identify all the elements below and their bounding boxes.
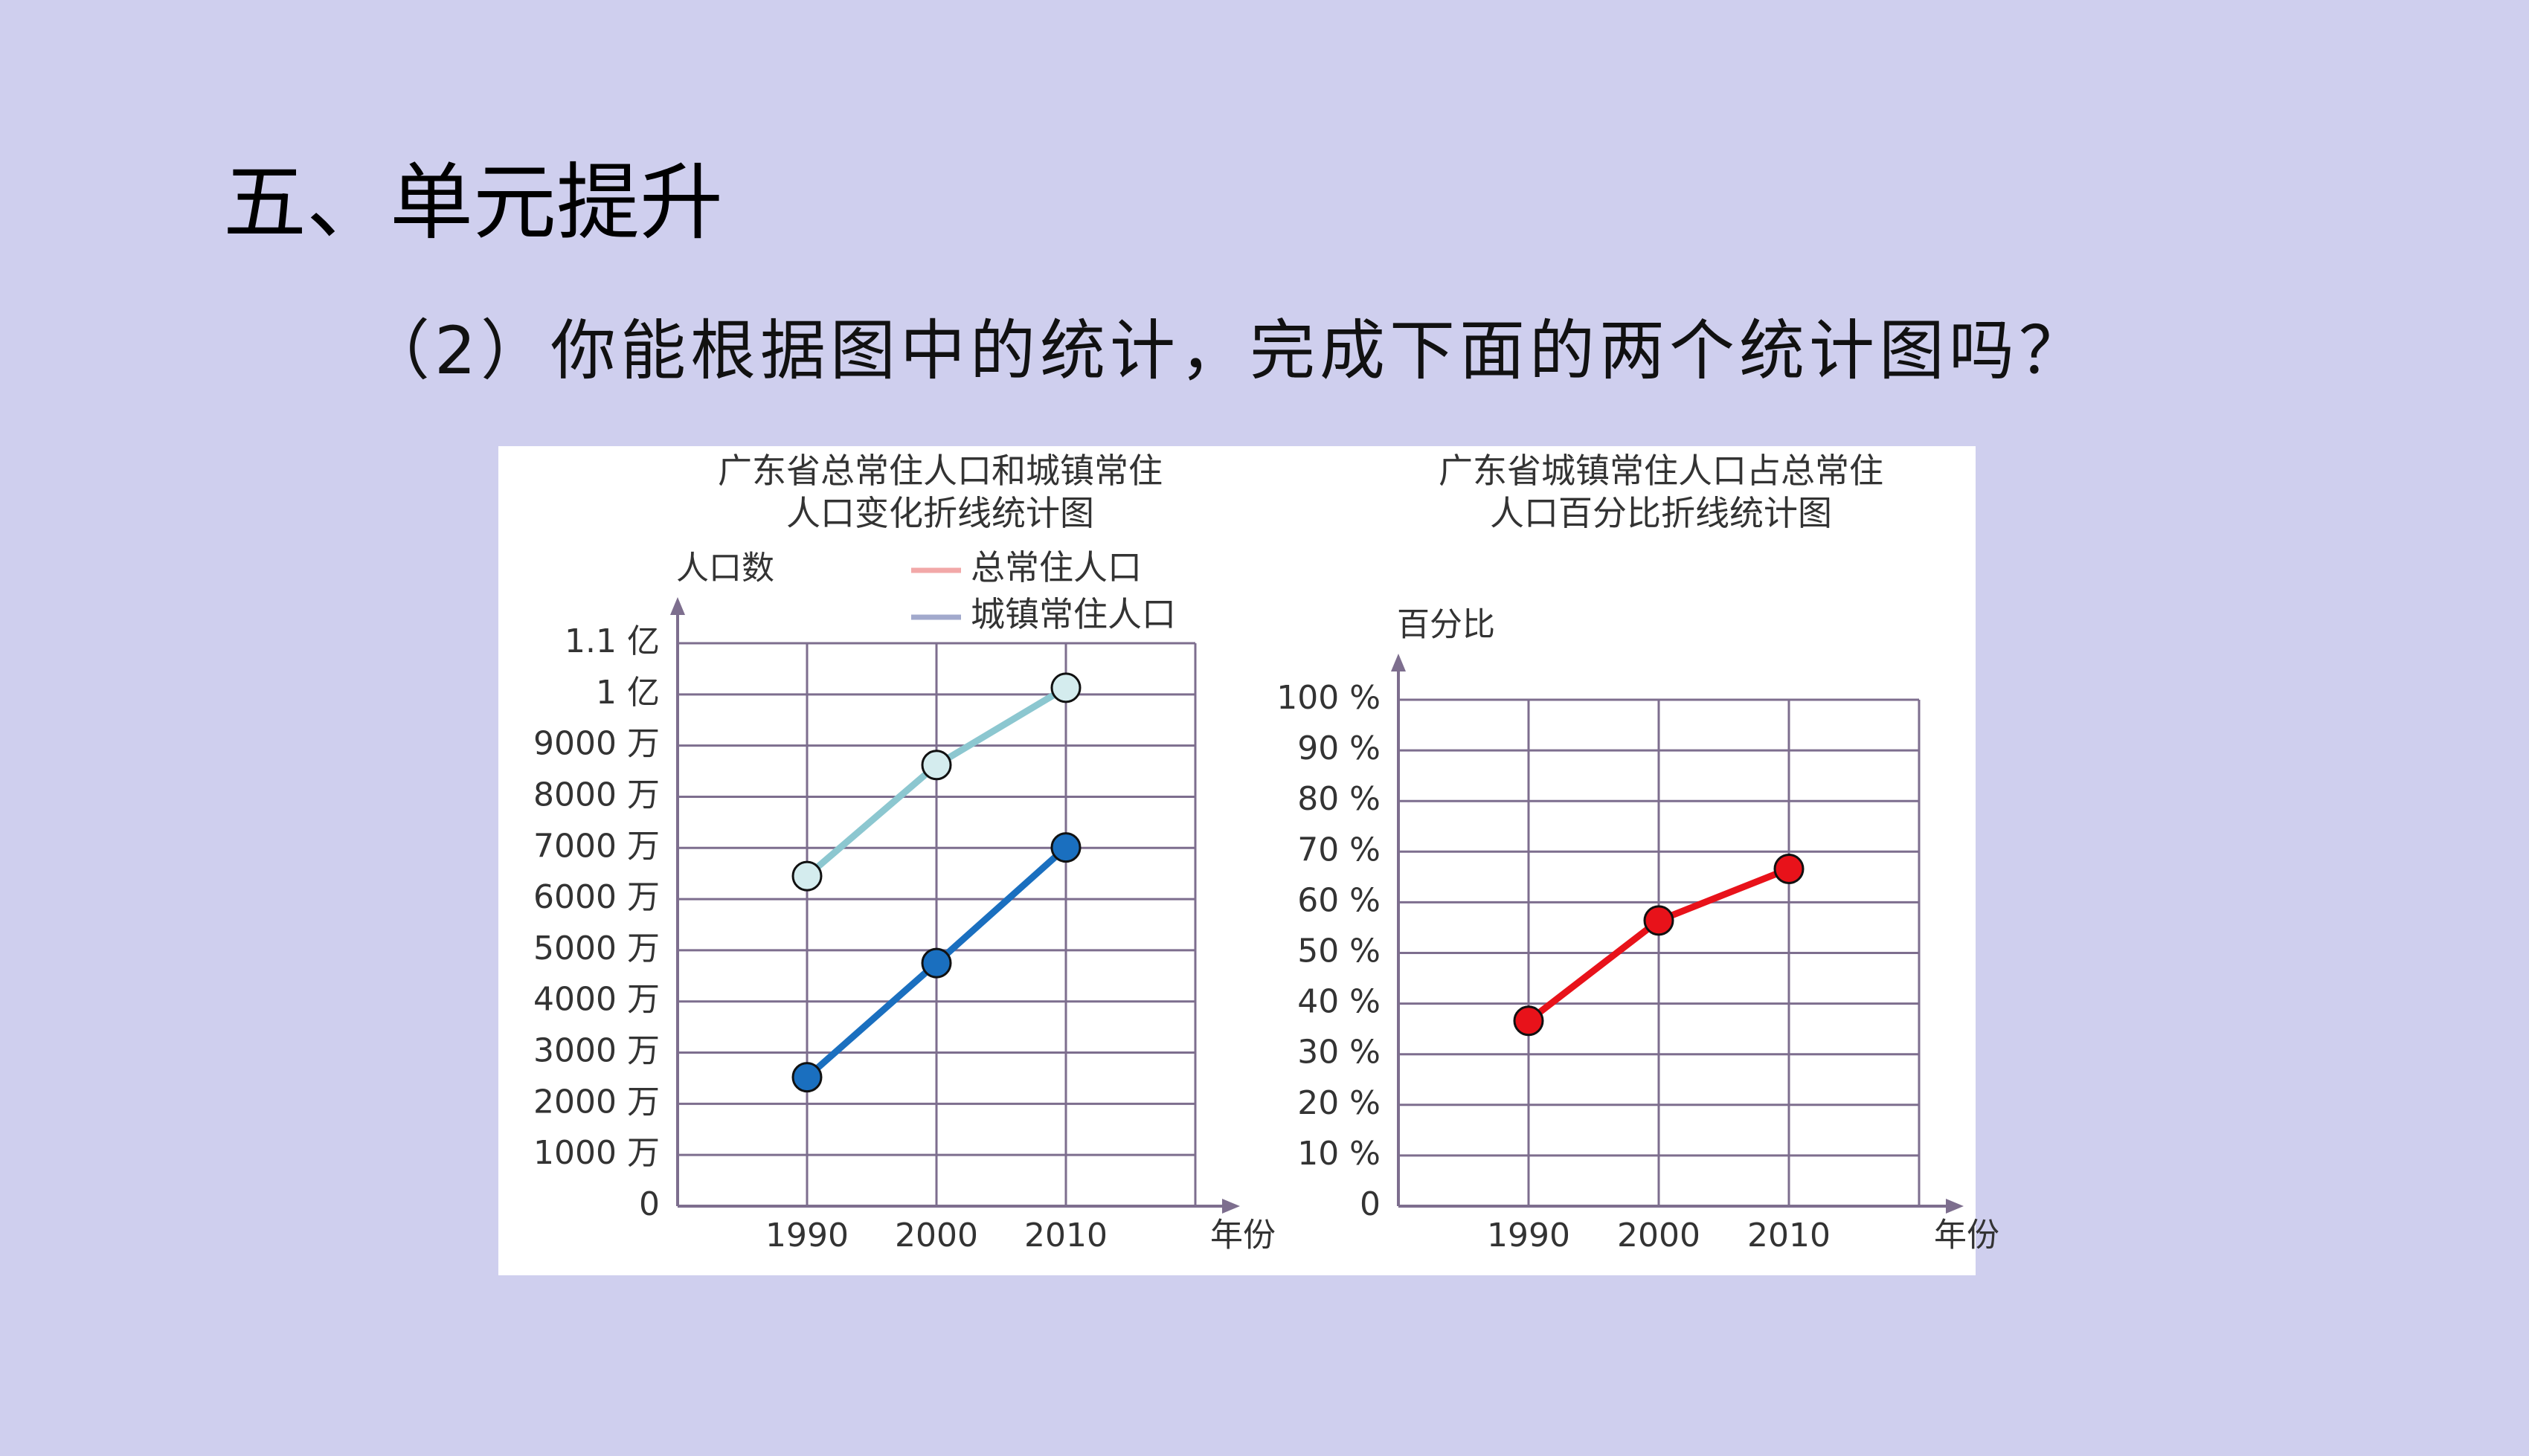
- data-point: [921, 750, 952, 781]
- y-tick-label: 1 亿: [596, 674, 660, 712]
- axis-arrow: [1946, 1199, 1964, 1214]
- data-point: [1050, 832, 1082, 863]
- y-tick-label: 1000 万: [533, 1134, 660, 1172]
- axis-arrow: [670, 597, 685, 615]
- y-tick-label: 6000 万: [533, 878, 660, 916]
- y-tick-label: 0: [639, 1185, 660, 1223]
- chart-title: 广东省城镇常住人口占总常住: [1439, 451, 1883, 491]
- x-tick-label: 2000: [1617, 1217, 1700, 1254]
- heading: 五、单元提升: [223, 155, 723, 251]
- y-tick-label: 90 %: [1297, 729, 1381, 767]
- question: （2）你能根据图中的统计，完成下面的两个统计图吗？: [364, 312, 2089, 389]
- y-tick-label: 7000 万: [533, 827, 660, 865]
- y-tick-label: 60 %: [1297, 881, 1381, 919]
- y-axis-label: 人口数: [676, 550, 774, 587]
- axis-arrow: [1391, 654, 1406, 671]
- y-tick-label: 0: [1360, 1185, 1381, 1223]
- chart-panel: [498, 446, 1976, 1275]
- data-point: [921, 947, 952, 979]
- y-tick-label: 1.1 亿: [565, 622, 660, 660]
- y-tick-label: 4000 万: [533, 981, 660, 1019]
- data-point: [1773, 853, 1805, 884]
- y-tick-label: 40 %: [1297, 983, 1381, 1021]
- data-point: [791, 1062, 823, 1093]
- x-axis-label: 年份: [1934, 1217, 1999, 1254]
- legend-label: 城镇常住人口: [971, 594, 1176, 634]
- legend-label: 总常住人口: [971, 547, 1142, 587]
- y-tick-label: 2000 万: [533, 1083, 660, 1121]
- y-tick-label: 80 %: [1297, 780, 1381, 818]
- chart-title: 人口变化折线统计图: [786, 493, 1094, 533]
- y-tick-label: 50 %: [1297, 932, 1381, 970]
- x-tick-label: 1990: [765, 1217, 849, 1254]
- data-point: [1643, 905, 1674, 936]
- x-tick-label: 2000: [895, 1217, 978, 1254]
- x-axis-label: 年份: [1210, 1217, 1276, 1254]
- x-tick-label: 1990: [1487, 1217, 1570, 1254]
- data-point: [791, 860, 823, 892]
- y-tick-label: 8000 万: [533, 776, 660, 814]
- data-point: [1513, 1005, 1544, 1037]
- chart-title: 人口百分比折线统计图: [1490, 493, 1832, 533]
- y-tick-label: 30 %: [1297, 1034, 1381, 1072]
- x-tick-label: 2010: [1024, 1217, 1108, 1254]
- y-tick-label: 20 %: [1297, 1084, 1381, 1122]
- y-tick-label: 3000 万: [533, 1032, 660, 1070]
- x-tick-label: 2010: [1747, 1217, 1831, 1254]
- y-tick-label: 100 %: [1276, 679, 1381, 717]
- data-point: [1050, 672, 1082, 703]
- y-tick-label: 9000 万: [533, 725, 660, 763]
- y-axis-label: 百分比: [1397, 606, 1495, 644]
- axis-arrow: [1222, 1199, 1240, 1214]
- y-tick-label: 10 %: [1297, 1135, 1381, 1173]
- chart-title: 广东省总常住人口和城镇常住: [718, 451, 1163, 491]
- y-tick-label: 70 %: [1297, 831, 1381, 869]
- y-tick-label: 5000 万: [533, 930, 660, 967]
